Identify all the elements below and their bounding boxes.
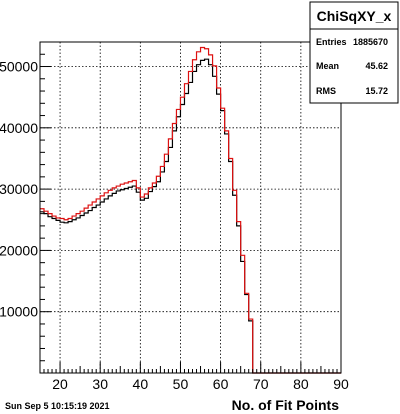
x-axis-label: No. of Fit Points <box>232 397 340 413</box>
stats-box-title: ChiSqXY_x <box>317 8 392 24</box>
stats-value-mean: 45.62 <box>365 61 388 71</box>
x-tick-label: 80 <box>293 376 309 392</box>
y-tick-label: 40000 <box>0 120 38 136</box>
y-tick-label: 20000 <box>0 242 38 258</box>
stats-box: ChiSqXY_x Entries 1885670 Mean 45.62 RMS… <box>309 1 399 104</box>
stats-label-entries: Entries <box>316 37 347 47</box>
x-tick-label: 30 <box>92 376 108 392</box>
x-tick-label: 90 <box>333 376 349 392</box>
stats-box-frame <box>309 1 399 104</box>
stats-label-mean: Mean <box>316 61 339 71</box>
stats-label-rms: RMS <box>316 86 336 96</box>
axis-ticks <box>39 53 342 373</box>
y-tick-label: 30000 <box>0 181 38 197</box>
x-tick-label: 50 <box>173 376 189 392</box>
x-tick-label: 60 <box>213 376 229 392</box>
timestamp: Sun Sep 5 10:15:19 2021 <box>5 401 110 411</box>
plot-frame <box>39 41 342 374</box>
y-tick-label: 10000 <box>0 304 38 320</box>
x-tick-label: 70 <box>253 376 269 392</box>
y-tick-label: 50000 <box>0 59 38 75</box>
x-tick-label: 40 <box>133 376 149 392</box>
stats-value-entries: 1885670 <box>353 37 388 47</box>
stats-value-rms: 15.72 <box>365 86 388 96</box>
tick-labels: 20 30 40 50 60 70 80 90 10000 20000 30000 40000 5000… <box>0 59 349 392</box>
x-tick-label: 20 <box>52 376 68 392</box>
